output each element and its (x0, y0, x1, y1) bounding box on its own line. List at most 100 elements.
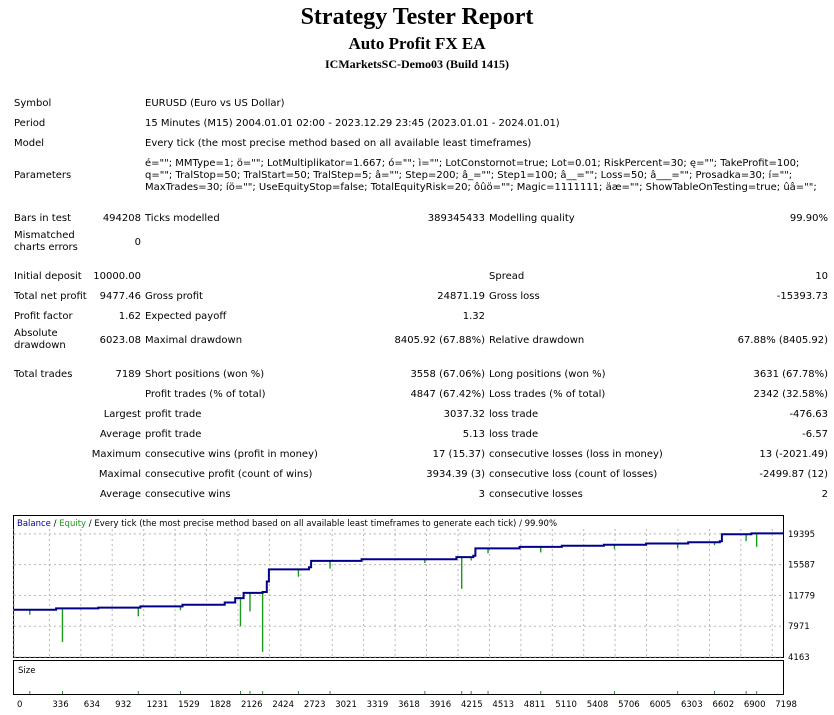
largest-loss-trade-label: loss trade (489, 408, 539, 420)
y-tick-label: 19395 (788, 530, 815, 540)
x-tick-label: 3916 (430, 700, 452, 710)
largest-loss-trade-value: -476.63 (789, 408, 829, 420)
average-profit-trade-label: profit trade (145, 428, 202, 440)
average-loss-trade-label: loss trade (489, 428, 539, 440)
x-tick-label: 3618 (398, 700, 420, 710)
deposit-label: Initial deposit (14, 270, 82, 282)
size-bars (29, 691, 758, 694)
x-tick-label: 6303 (681, 700, 703, 710)
x-tick-label: 7198 (775, 700, 797, 710)
model-value: Every tick (the most precise method base… (145, 137, 532, 149)
total-trades-label: Total trades (14, 368, 73, 380)
gross-profit-value: 24871.19 (437, 290, 485, 302)
largest-profit-trade-value: 3037.32 (443, 408, 485, 420)
equity-dips (29, 533, 758, 652)
gross-loss-label: Gross loss (489, 290, 540, 302)
x-tick-label: 3319 (367, 700, 389, 710)
gross-profit-label: Gross profit (145, 290, 203, 302)
max-consecutive-wins-value: 17 (15.37) (432, 448, 485, 460)
average-consecutive-losses-label: consecutive losses (489, 488, 583, 500)
x-tick-label: 6602 (712, 700, 734, 710)
gross-loss-value: -15393.73 (776, 290, 829, 302)
legend-sep: / (51, 519, 59, 529)
row-deposit: Initial deposit 10000.00 Spread 10 (12, 266, 830, 286)
maximal-drawdown-label: Maximal drawdown (145, 334, 243, 346)
max-consecutive-wins-label: consecutive wins (profit in money) (145, 448, 318, 460)
report-title: Strategy Tester Report (300, 4, 534, 30)
deposit-value: 10000.00 (93, 270, 141, 282)
row-parameters: Parameters é=""; MMType=1; ö=""; LotMult… (12, 153, 830, 198)
size-panel-frame (13, 660, 784, 695)
server-name: ICMarketsSC-Demo03 (Build 1415) (325, 57, 509, 71)
y-tick-label: 15587 (788, 561, 815, 571)
x-tick-label: 4513 (492, 700, 514, 710)
row-average: Average profit trade 5.13 loss trade -6.… (12, 424, 830, 444)
row-maximal: Maximal consecutive profit (count of win… (12, 464, 830, 484)
long-positions-value: 3631 (67.78%) (753, 368, 829, 380)
x-tick-label: 2424 (272, 700, 294, 710)
row-maximum: Maximum consecutive wins (profit in mone… (12, 444, 830, 464)
x-tick-label: 4811 (524, 700, 546, 710)
net-profit-value: 9477.46 (99, 290, 141, 302)
x-tick-label: 2126 (241, 700, 263, 710)
maximal-consecutive-loss-value: -2499.87 (12) (759, 468, 829, 480)
symbol-label: Symbol (14, 97, 52, 109)
modelling-quality-label: Modelling quality (489, 212, 575, 224)
absolute-drawdown-value: 6023.08 (99, 334, 141, 346)
profit-factor-value: 1.62 (118, 310, 141, 322)
report-table: Symbol EURUSD (Euro vs US Dollar) Period… (12, 93, 830, 504)
average-consecutive-losses-value: 2 (821, 488, 829, 500)
row-drawdown: Absolute drawdown 6023.08 Maximal drawdo… (12, 326, 830, 354)
short-positions-label: Short positions (won %) (145, 368, 265, 380)
balance-line (14, 532, 784, 611)
x-tick-label: 0 (17, 700, 22, 710)
modelling-quality-value: 99.90% (789, 212, 829, 224)
period-label: Period (14, 117, 46, 129)
x-tick-label: 1529 (178, 700, 200, 710)
x-tick-label: 1231 (147, 700, 169, 710)
absolute-drawdown-label: Absolute drawdown (14, 328, 66, 351)
main-plot-frame (13, 515, 784, 658)
size-panel-label: Size (18, 666, 35, 676)
x-tick-label: 3021 (335, 700, 357, 710)
row-symbol: Symbol EURUSD (Euro vs US Dollar) (12, 93, 830, 113)
profit-trades-label: Profit trades (% of total) (145, 388, 266, 400)
x-tick-label: 932 (115, 700, 131, 710)
parameters-value: é=""; MMType=1; ö=""; LotMultiplikator=1… (145, 157, 817, 193)
x-tick-label: 634 (84, 700, 100, 710)
maximal-consecutive-loss-label: consecutive loss (count of losses) (489, 468, 658, 480)
long-positions-label: Long positions (won %) (489, 368, 606, 380)
x-tick-label: 5706 (618, 700, 640, 710)
chart-legend: Balance / Equity / Every tick (the most … (17, 519, 557, 529)
ticks-label: Ticks modelled (145, 212, 220, 224)
bars-value: 494208 (102, 212, 141, 224)
largest-label: Largest (103, 408, 141, 420)
net-profit-label: Total net profit (14, 290, 87, 302)
max-consecutive-losses-value: 13 (-2021.49) (759, 448, 829, 460)
legend-description: / Every tick (the most precise method ba… (86, 519, 557, 529)
parameters-label: Parameters (14, 170, 72, 181)
y-axis-ticks: 19395 15587 11779 7971 4163 (788, 530, 815, 663)
relative-drawdown-value: 67.88% (8405.92) (737, 334, 829, 346)
total-trades-value: 7189 (115, 368, 141, 380)
legend-balance: Balance (17, 519, 51, 529)
spread-value: 10 (815, 270, 829, 282)
x-tick-label: 5408 (587, 700, 609, 710)
x-axis-ticks: 0 336 634 932 1231 1529 1828 2126 2424 2723 3021 33… (17, 700, 797, 710)
average-label: Average (99, 428, 141, 440)
row-net-profit: Total net profit 9477.46 Gross profit 24… (12, 286, 830, 306)
largest-profit-trade-label: profit trade (145, 408, 202, 420)
ticks-value: 389345433 (427, 212, 485, 224)
loss-trades-label: Loss trades (% of total) (489, 388, 606, 400)
model-label: Model (14, 137, 45, 149)
x-tick-label: 5110 (555, 700, 577, 710)
balance-equity-chart: Balance / Equity / Every tick (the most … (13, 515, 815, 710)
average-profit-trade-value: 5.13 (462, 428, 485, 440)
x-tick-label: 336 (52, 700, 68, 710)
y-tick-label: 7971 (788, 622, 810, 632)
ea-name: Auto Profit FX EA (348, 34, 486, 53)
y-tick-label: 4163 (788, 653, 810, 663)
max-consecutive-losses-label: consecutive losses (loss in money) (489, 448, 663, 460)
x-tick-label: 4215 (461, 700, 483, 710)
x-tick-label: 6900 (744, 700, 766, 710)
